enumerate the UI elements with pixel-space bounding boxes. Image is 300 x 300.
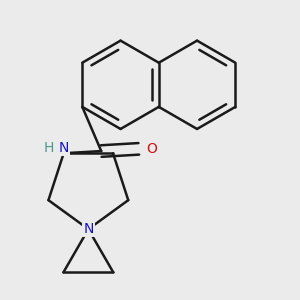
- Text: N: N: [83, 222, 94, 236]
- Text: N: N: [58, 141, 69, 155]
- Text: H: H: [44, 141, 54, 155]
- Text: O: O: [146, 142, 157, 156]
